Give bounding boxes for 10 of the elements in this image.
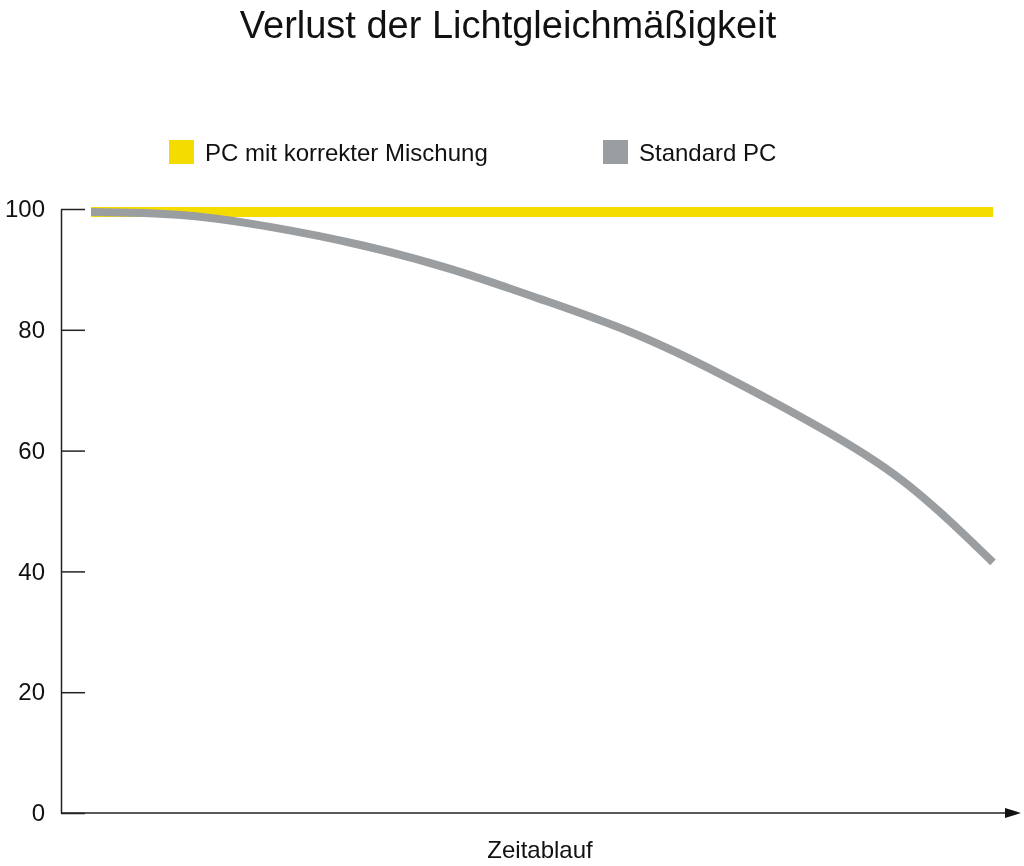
y-tick-label: 100: [4, 195, 45, 223]
legend-label: PC mit korrekter Mischung: [205, 138, 488, 166]
y-tick-label: 20: [18, 678, 45, 706]
legend-label: Standard PC: [639, 138, 777, 166]
y-tick-label: 40: [18, 557, 45, 585]
y-tick-label: 0: [31, 799, 45, 827]
chart-title: Verlust der Lichtgleichmäßigkeit: [239, 4, 777, 46]
y-tick-label: 80: [18, 315, 45, 343]
y-tick-label: 60: [18, 436, 45, 464]
x-axis-title: Zeitablauf: [487, 836, 594, 863]
